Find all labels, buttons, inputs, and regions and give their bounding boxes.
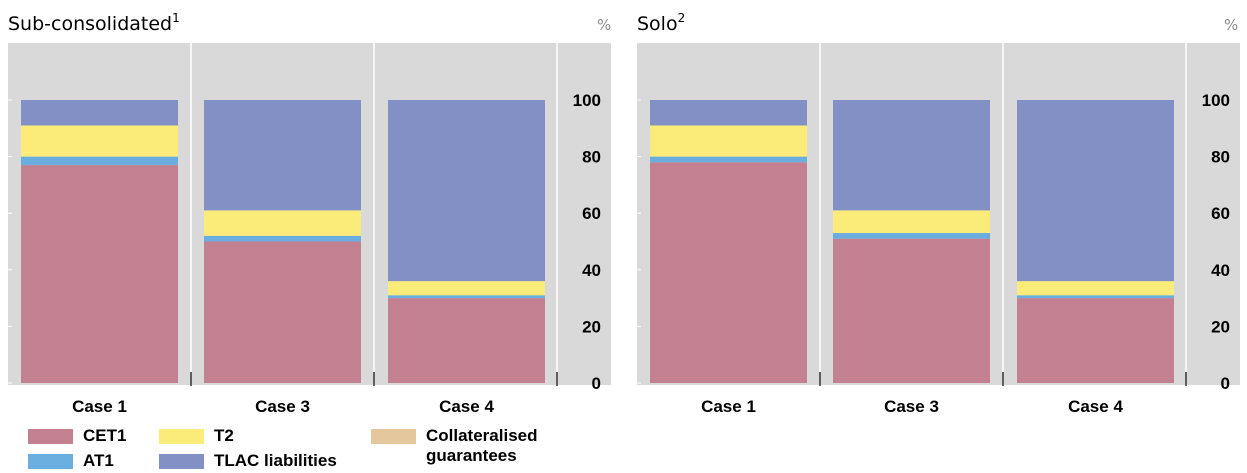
bar-cet1-case-1 (21, 165, 178, 383)
legend-item-cet1: CET1 (28, 426, 126, 446)
legend-label-collateralised-guarantees: Collateralised guarantees (426, 426, 538, 465)
legend-item-tlac: TLAC liabilities (159, 451, 337, 471)
chart-title: Sub-consolidated1 (8, 11, 180, 35)
legend-swatch-cet1 (28, 429, 73, 444)
x-tick-label: Case 1 (72, 397, 127, 416)
y-tick-label: 40 (1211, 261, 1230, 280)
legend-label-at1: AT1 (83, 451, 114, 470)
legend: CET1 AT1 T2 TLAC liabilities Collaterali… (28, 426, 588, 472)
legend-swatch-at1 (28, 454, 73, 469)
legend-item-t2: T2 (159, 426, 234, 446)
chart-title: Solo2 (637, 11, 685, 35)
legend-item-collateralised-guarantees: Collateralised guarantees (371, 426, 571, 466)
bar-at1-case-3 (204, 235, 361, 242)
bar-cet1-case-4 (388, 298, 545, 383)
legend-swatch-collateralised-guarantees (371, 429, 416, 444)
bar-cet1-case-3 (833, 238, 990, 383)
unit-label: % (1224, 16, 1238, 34)
bar-tlac-liabilities-case-1 (21, 100, 178, 126)
y-tick-label: 40 (582, 261, 601, 280)
y-tick-label: 0 (592, 374, 601, 393)
bar-t2-case-3 (833, 210, 990, 234)
bar-t2-case-4 (388, 281, 545, 296)
bar-t2-case-4 (1017, 281, 1174, 296)
bar-t2-case-1 (21, 125, 178, 157)
unit-label: % (597, 16, 611, 34)
chart-solo: Solo2 % 0 20 40 60 80 100 Case 1 Case 3 Case 4 (637, 11, 1240, 416)
bar-tlac-liabilities-case-4 (388, 100, 545, 282)
bar-at1-case-3 (833, 233, 990, 239)
x-tick-label: Case 4 (1068, 397, 1123, 416)
bar-cet1-case-4 (1017, 298, 1174, 383)
legend-label-t2: T2 (214, 426, 234, 445)
bar-at1-case-4 (388, 295, 545, 299)
chart-sub-consolidated: Sub-consolidated1 % 0 20 40 60 80 100 Case 1 Case… (8, 11, 611, 416)
y-tick-label: 20 (1211, 317, 1230, 336)
bar-at1-case-1 (650, 156, 807, 163)
bar-cet1-case-1 (650, 162, 807, 383)
y-tick-label: 100 (573, 91, 601, 110)
y-tick-label: 60 (1211, 204, 1230, 223)
bar-at1-case-1 (21, 156, 178, 166)
y-tick-label: 80 (582, 148, 601, 167)
y-tick-label: 100 (1202, 91, 1230, 110)
y-tick-label: 60 (582, 204, 601, 223)
legend-item-at1: AT1 (28, 451, 114, 471)
bar-tlac-liabilities-case-3 (204, 100, 361, 211)
x-tick-label: Case 1 (701, 397, 756, 416)
bar-at1-case-4 (1017, 295, 1174, 299)
legend-label-tlac: TLAC liabilities (214, 451, 337, 470)
y-tick-label: 0 (1221, 374, 1230, 393)
bar-cet1-case-3 (204, 241, 361, 383)
bar-tlac-liabilities-case-1 (650, 100, 807, 126)
bar-tlac-liabilities-case-4 (1017, 100, 1174, 282)
legend-label-cet1: CET1 (83, 426, 127, 445)
y-tick-label: 80 (1211, 148, 1230, 167)
bar-t2-case-1 (650, 125, 807, 157)
chart-title-footnote: 2 (678, 11, 686, 25)
legend-swatch-tlac (159, 454, 204, 469)
legend-swatch-t2 (159, 429, 204, 444)
bar-t2-case-3 (204, 210, 361, 236)
y-tick-label: 20 (582, 317, 601, 336)
x-tick-label: Case 4 (439, 397, 494, 416)
chart-title-footnote: 1 (172, 11, 180, 25)
x-tick-label: Case 3 (884, 397, 939, 416)
bar-tlac-liabilities-case-3 (833, 100, 990, 211)
x-tick-label: Case 3 (255, 397, 310, 416)
